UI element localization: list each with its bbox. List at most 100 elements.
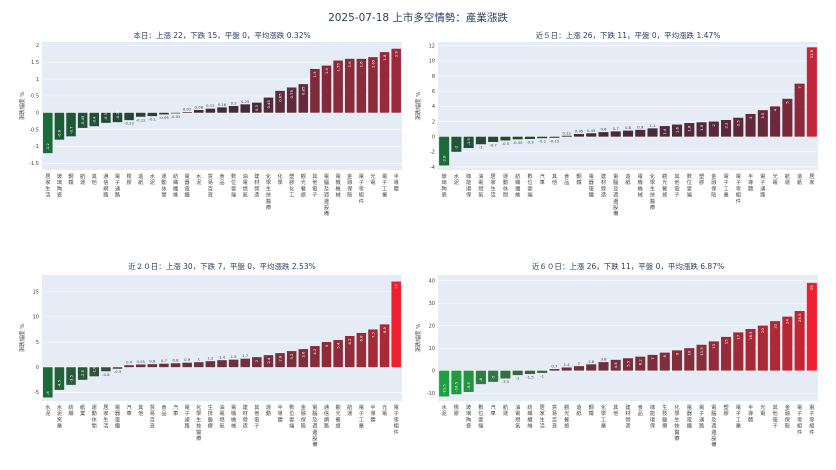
x-category-label: 居家生活 <box>45 173 50 199</box>
x-category-label: 電機機械 <box>336 173 341 199</box>
y-tick-label: -5 <box>34 390 39 396</box>
y-tick-label: 10 <box>429 59 435 65</box>
data-label: 0.7 <box>613 126 620 131</box>
x-category-label: 數位雲端 <box>289 403 294 430</box>
bar <box>622 358 634 371</box>
x-category-label: 半導體 <box>277 403 282 423</box>
y-axis-label: 漲跌幅度 % <box>18 92 26 121</box>
bar <box>159 112 169 115</box>
data-label: -4.5 <box>57 379 62 387</box>
bar <box>170 363 181 368</box>
y-axis-label: 漲跌幅度 % <box>414 324 422 353</box>
x-category-label: 水泥 <box>454 172 460 186</box>
bar <box>561 367 572 371</box>
x-category-label: 鋼鐵 <box>68 172 74 186</box>
data-label: -0.4 <box>92 116 97 124</box>
y-tick-label: 12 <box>429 44 435 50</box>
x-category-label: 水泥 <box>442 403 448 417</box>
bar <box>573 134 584 137</box>
data-label: 18.5 <box>748 331 753 340</box>
data-label: 1.9 <box>393 51 398 58</box>
x-category-label: 電子零組件 <box>809 404 815 436</box>
data-label: -0.5 <box>502 141 510 146</box>
x-category-label: 鋼鐵 <box>576 172 582 186</box>
data-label: 1.65 <box>370 59 375 68</box>
chart-panel-today: 本日：上漲 22，下跌 15，平盤 0，平均漲跌 0.32% -1.5 -1 -0.5… <box>18 30 402 217</box>
data-label: 1 <box>198 357 201 362</box>
bar <box>745 113 756 137</box>
data-label: 4.8 <box>613 362 618 369</box>
data-label: 1.6 <box>347 61 352 68</box>
data-label: -0.35 <box>513 140 523 145</box>
y-tick-label: 0 <box>432 368 435 374</box>
bar <box>684 348 695 371</box>
bar <box>512 370 523 376</box>
bar <box>240 358 250 368</box>
x-category-label: 數位雲端 <box>478 403 483 430</box>
bar <box>43 112 53 154</box>
data-label: 11.5 <box>699 347 704 356</box>
bar <box>124 112 134 121</box>
x-category-label: 化學工業 <box>601 403 606 430</box>
bar <box>561 135 572 137</box>
x-category-label: 塑膠 <box>699 172 704 186</box>
bar <box>356 58 367 113</box>
data-label: 0.8 <box>173 358 180 363</box>
data-label: 10 <box>687 350 692 355</box>
data-label: 1.6 <box>674 126 679 133</box>
data-label: 2 <box>254 359 259 362</box>
y-tick-label: -2 <box>430 150 435 156</box>
x-category-label: 居家生活 <box>540 404 545 430</box>
plot-background <box>42 275 402 401</box>
x-category-label: 運動休閒 <box>92 404 98 430</box>
x-category-label: 化學 <box>277 172 282 186</box>
y-tick-label: 40 <box>429 278 435 284</box>
x-category-label: 紡織纖維 <box>515 172 521 199</box>
data-label: 22 <box>772 323 777 328</box>
data-label: 0.9 <box>637 124 644 129</box>
x-category-label: 電腦及週邊設備 <box>613 173 619 217</box>
y-tick-label: 15 <box>33 289 39 295</box>
data-label: -2 <box>516 376 520 381</box>
data-label: 5.4 <box>335 342 340 349</box>
x-category-label: 運動休閒 <box>503 173 509 199</box>
bar <box>89 112 100 127</box>
data-label: 2 <box>578 361 581 366</box>
bar <box>598 132 609 137</box>
chart-panel-60day: 近６０日：上漲 26，下跌 11，平盤 0，平均漲跌 6.87%-1001020… <box>414 261 818 448</box>
data-label: 1.1 <box>649 123 656 128</box>
x-category-label: 綠能環保 <box>466 172 472 199</box>
bar <box>286 351 297 368</box>
data-label: 3.8 <box>600 357 607 362</box>
bar <box>321 65 332 113</box>
bar <box>228 359 239 368</box>
x-category-label: 生技醫療 <box>662 403 668 430</box>
bar <box>66 112 76 137</box>
data-label: 6.8 <box>359 335 364 342</box>
bar <box>205 361 216 368</box>
data-label: 26.5 <box>797 313 802 322</box>
x-category-label: 紙業 <box>80 403 86 417</box>
bar <box>77 367 88 380</box>
x-category-label: 光電 <box>382 403 387 417</box>
data-label: 39 <box>809 285 814 290</box>
data-label: -0.1 <box>149 117 157 122</box>
x-category-label: 居家生活 <box>103 404 108 430</box>
x-category-label: 觀光餐旅 <box>564 403 570 430</box>
data-label: 8 <box>662 355 667 358</box>
x-category-label: 運動休閒 <box>161 173 167 199</box>
x-category-label: 電子工業 <box>736 404 741 430</box>
bar <box>782 98 793 137</box>
bar <box>89 367 100 377</box>
bar <box>659 126 670 137</box>
data-label: -2.5 <box>80 369 85 377</box>
x-category-label: 觀光餐旅 <box>336 403 342 430</box>
x-category-label: 紡織纖維 <box>527 403 533 430</box>
data-label: 3.5 <box>760 112 765 119</box>
y-tick-label: -0.5 <box>29 127 39 133</box>
data-label: 2.8 <box>277 355 282 362</box>
x-category-label: 觀光餐旅 <box>662 172 668 199</box>
data-label: -0.02 <box>171 114 181 119</box>
data-label: -0.2 <box>538 139 546 144</box>
bar <box>217 107 227 113</box>
